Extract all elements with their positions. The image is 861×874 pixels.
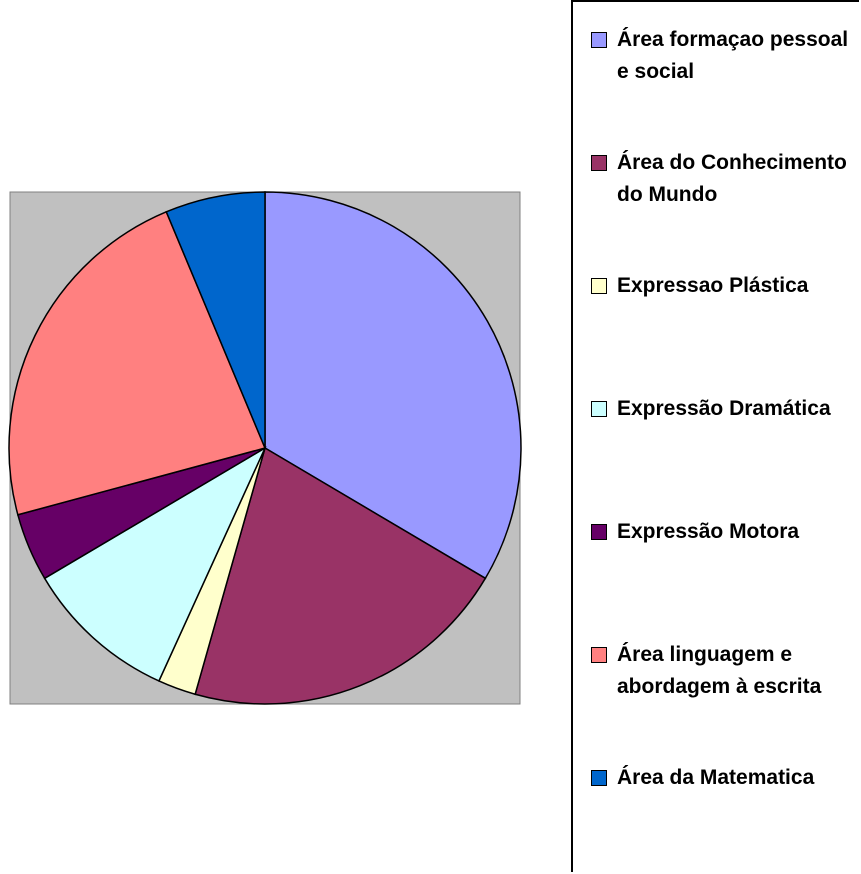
legend-label: Expressão Dramática bbox=[617, 397, 831, 420]
pie-slice bbox=[43, 446, 267, 682]
legend: Área formaçao pessoal e social Área do Co… bbox=[571, 0, 859, 872]
legend-item: Área do Conhecimento do Mundo bbox=[591, 147, 857, 211]
legend-item: Expressão Motora bbox=[591, 516, 857, 548]
legend-swatch bbox=[591, 647, 607, 663]
legend-item: Expressao Plástica bbox=[591, 270, 857, 302]
pie-slice bbox=[264, 191, 522, 580]
legend-swatch bbox=[591, 32, 607, 48]
pie-slice bbox=[194, 446, 487, 705]
legend-label: Área formaçao pessoal e social bbox=[617, 28, 849, 83]
legend-label: Área da Matematica bbox=[617, 766, 815, 789]
legend-label: Área do Conhecimento do Mundo bbox=[617, 151, 847, 206]
pie-slice bbox=[8, 210, 267, 516]
legend-swatch bbox=[591, 278, 607, 294]
legend-swatch bbox=[591, 524, 607, 540]
chart bbox=[8, 191, 522, 705]
legend-item: Área formaçao pessoal e social bbox=[591, 24, 857, 88]
legend-label: Área linguagem e abordagem à escrita bbox=[617, 643, 822, 698]
legend-item: Área da Matematica bbox=[591, 762, 857, 794]
legend-swatch bbox=[591, 770, 607, 786]
pie-slice bbox=[165, 191, 266, 449]
legend-item: Expressão Dramática bbox=[591, 393, 857, 425]
legend-swatch bbox=[591, 401, 607, 417]
legend-swatch bbox=[591, 155, 607, 171]
legend-item: Área linguagem e abordagem à escrita bbox=[591, 639, 857, 703]
legend-label: Expressao Plástica bbox=[617, 274, 809, 297]
legend-label: Expressão Motora bbox=[617, 520, 800, 543]
